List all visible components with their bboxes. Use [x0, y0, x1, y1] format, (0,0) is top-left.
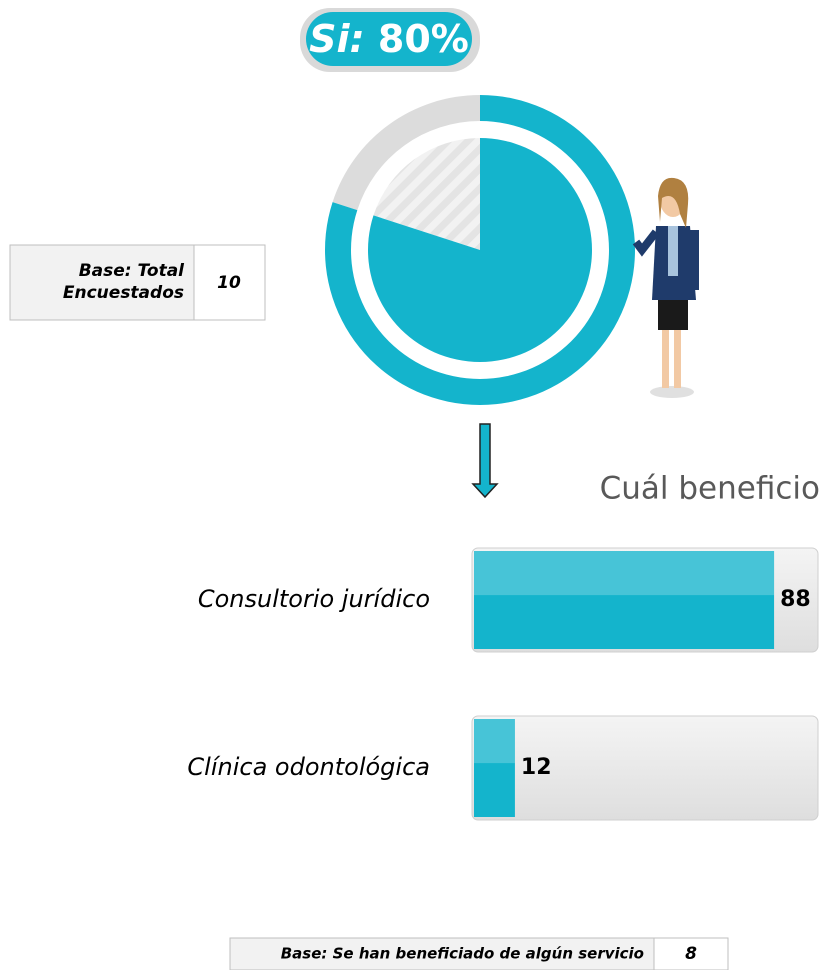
base-label-line: Encuestados — [63, 283, 184, 303]
value-label: 88 — [780, 587, 811, 612]
person-icon — [632, 177, 699, 398]
base-table: Base: Se han beneficiado de algún servic… — [229, 937, 729, 971]
donut — [324, 95, 635, 405]
donut-category: Si: — [309, 17, 365, 61]
donut-value-label: 80% — [378, 17, 469, 61]
bar-chart-title: Cuál beneficio — [600, 471, 820, 507]
base-label-line: Base: Total — [79, 261, 185, 281]
base-label: Base: Se han beneficiado de algún servic… — [281, 945, 644, 963]
base-label: Base: Total Encuestados — [63, 261, 185, 303]
base-table: Base: Total Encuestados 10 — [9, 244, 266, 321]
bar-chart: Consultorio jurídico 88 Clínica odontológi… — [187, 547, 819, 821]
donut-rest — [332, 95, 480, 211]
bar-highlight — [474, 551, 775, 596]
base-value: 8 — [685, 944, 697, 964]
pie-rest — [373, 138, 480, 250]
value-label: 12 — [521, 755, 552, 780]
bar — [474, 551, 775, 649]
pie-slice — [368, 138, 593, 362]
pill-label: Si: 80% — [309, 17, 469, 61]
category-label: Consultorio jurídico — [198, 585, 430, 613]
category-label: Clínica odontológica — [187, 753, 430, 781]
bar — [474, 719, 515, 817]
bar-track — [471, 715, 819, 821]
base-value: 10 — [217, 273, 241, 293]
pill — [306, 12, 472, 66]
bar-highlight — [474, 719, 515, 764]
arrow — [471, 423, 499, 499]
